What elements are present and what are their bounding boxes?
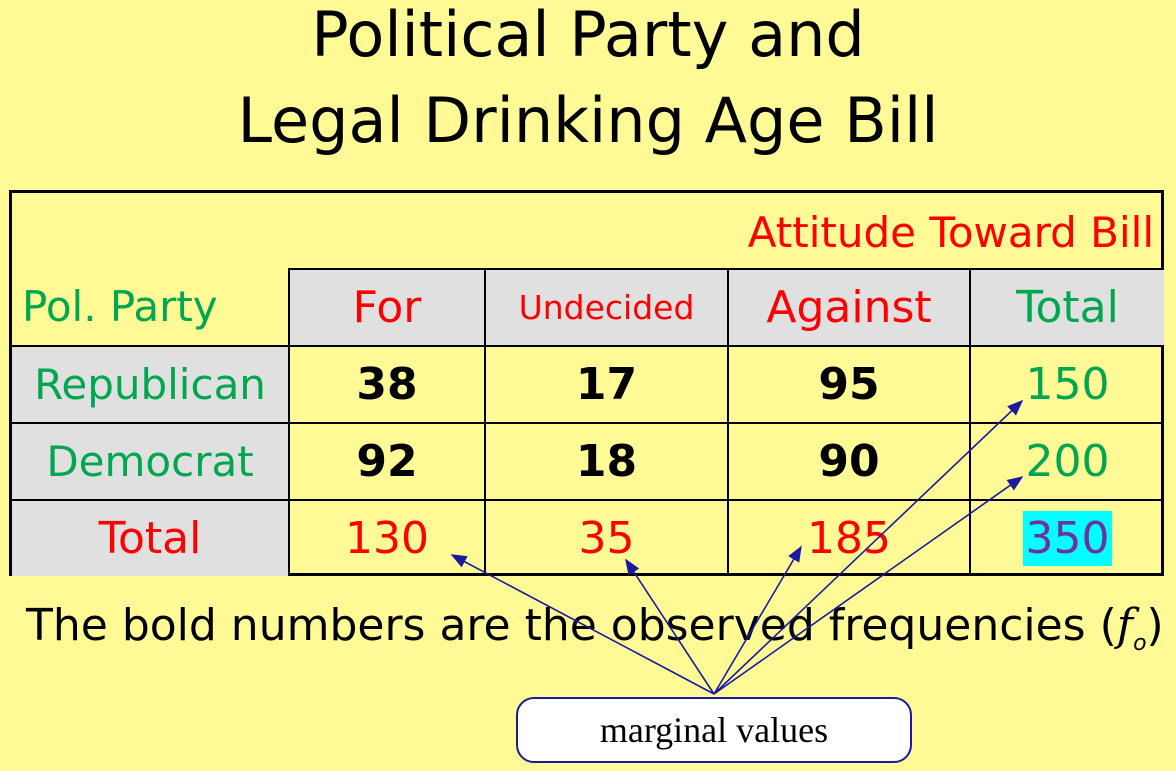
cell-democrat-total: 200	[1025, 436, 1110, 487]
party-header: Pol. Party	[22, 282, 218, 331]
callout-label: marginal values	[599, 710, 829, 750]
cell-democrat-undecided: 18	[575, 436, 638, 487]
caption-symbol: f	[1116, 600, 1134, 651]
cell-democrat-against: 90	[818, 436, 880, 487]
grid-line	[288, 268, 290, 576]
col-header-undecided: Undecided	[518, 288, 695, 327]
caption: The bold numbers are the observed freque…	[26, 600, 1164, 656]
grid-line	[12, 422, 1164, 424]
cell-republican-for: 38	[356, 359, 418, 410]
caption-subscript: o	[1133, 630, 1147, 656]
header-row-background	[288, 268, 1164, 345]
grid-line	[484, 268, 486, 576]
cell-total-for: 130	[345, 513, 429, 564]
cell-republican-against: 95	[818, 359, 880, 410]
cell-total-against: 185	[807, 513, 891, 564]
row-label-republican: Republican	[34, 360, 266, 409]
cell-grand-total-wrap: 350	[971, 501, 1164, 576]
col-header-total: Total	[1016, 282, 1119, 333]
row-label-total: Total	[98, 513, 202, 564]
caption-close: )	[1146, 600, 1164, 651]
grid-line	[12, 499, 1164, 501]
cell-total-undecided: 35	[578, 513, 635, 564]
row-label-background	[12, 345, 288, 576]
cell-democrat-for: 92	[356, 436, 418, 487]
grid-line	[288, 268, 1164, 270]
title-line-1: Political Party and	[311, 0, 865, 71]
marginal-values-callout: marginal values	[516, 697, 912, 763]
col-header-for: For	[352, 282, 422, 333]
cell-grand-total: 350	[1022, 511, 1113, 566]
title-line-2: Legal Drinking Age Bill	[237, 84, 939, 157]
cell-republican-undecided: 17	[575, 359, 638, 410]
attitude-header: Attitude Toward Bill	[747, 207, 1154, 257]
col-header-against: Against	[766, 282, 932, 333]
caption-text: The bold numbers are the observed freque…	[26, 600, 1117, 651]
grid-line	[12, 345, 1164, 347]
row-label-democrat: Democrat	[46, 437, 254, 486]
cell-republican-total: 150	[1025, 359, 1110, 410]
contingency-table: Attitude Toward Bill Pol. Party For Unde…	[9, 190, 1164, 576]
